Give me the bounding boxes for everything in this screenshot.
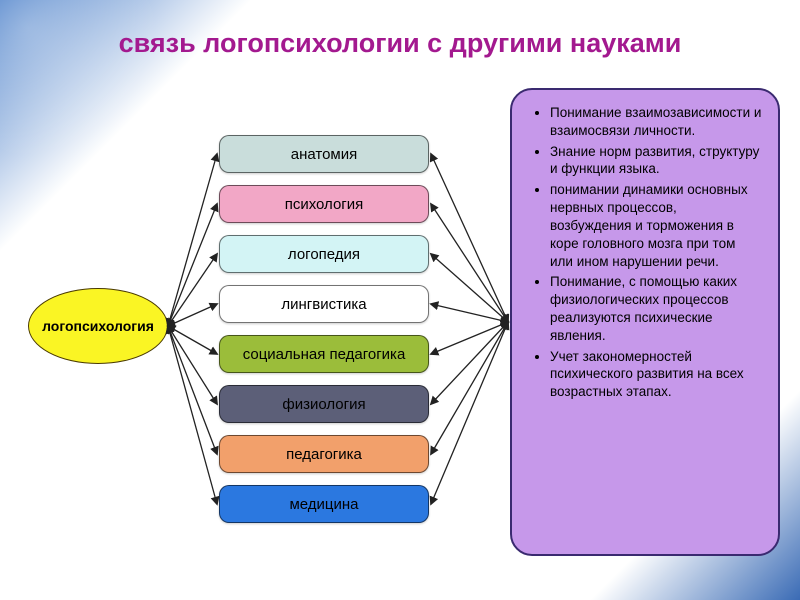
notes-item: Знание норм развития, структуру и функци… xyxy=(550,143,762,179)
discipline-box: анатомия xyxy=(219,135,429,173)
discipline-label: анатомия xyxy=(291,146,358,163)
source-node: логопсихология xyxy=(28,288,168,364)
discipline-box: медицина xyxy=(219,485,429,523)
discipline-box: физиология xyxy=(219,385,429,423)
discipline-box: педагогика xyxy=(219,435,429,473)
notes-item: Понимание, с помощью каких физиологическ… xyxy=(550,273,762,344)
discipline-label: социальная педагогика xyxy=(243,346,406,363)
notes-item: Учет закономерностей психического развит… xyxy=(550,348,762,401)
discipline-box: логопедия xyxy=(219,235,429,273)
discipline-box: социальная педагогика xyxy=(219,335,429,373)
discipline-label: логопедия xyxy=(288,246,360,263)
discipline-box: лингвистика xyxy=(219,285,429,323)
discipline-label: лингвистика xyxy=(281,296,366,313)
notes-item: понимании динамики основных нервных проц… xyxy=(550,181,762,270)
source-node-label: логопсихология xyxy=(42,318,154,334)
discipline-label: педагогика xyxy=(286,446,362,463)
discipline-box: психология xyxy=(219,185,429,223)
notes-item: Понимание взаимозависимости и взаимосвяз… xyxy=(550,104,762,140)
notes-box: Понимание взаимозависимости и взаимосвяз… xyxy=(510,88,780,556)
discipline-label: физиология xyxy=(282,396,365,413)
notes-list: Понимание взаимозависимости и взаимосвяз… xyxy=(536,104,762,401)
discipline-label: медицина xyxy=(289,496,358,513)
discipline-label: психология xyxy=(285,196,364,213)
page-title: связь логопсихологии с другими науками xyxy=(0,28,800,59)
